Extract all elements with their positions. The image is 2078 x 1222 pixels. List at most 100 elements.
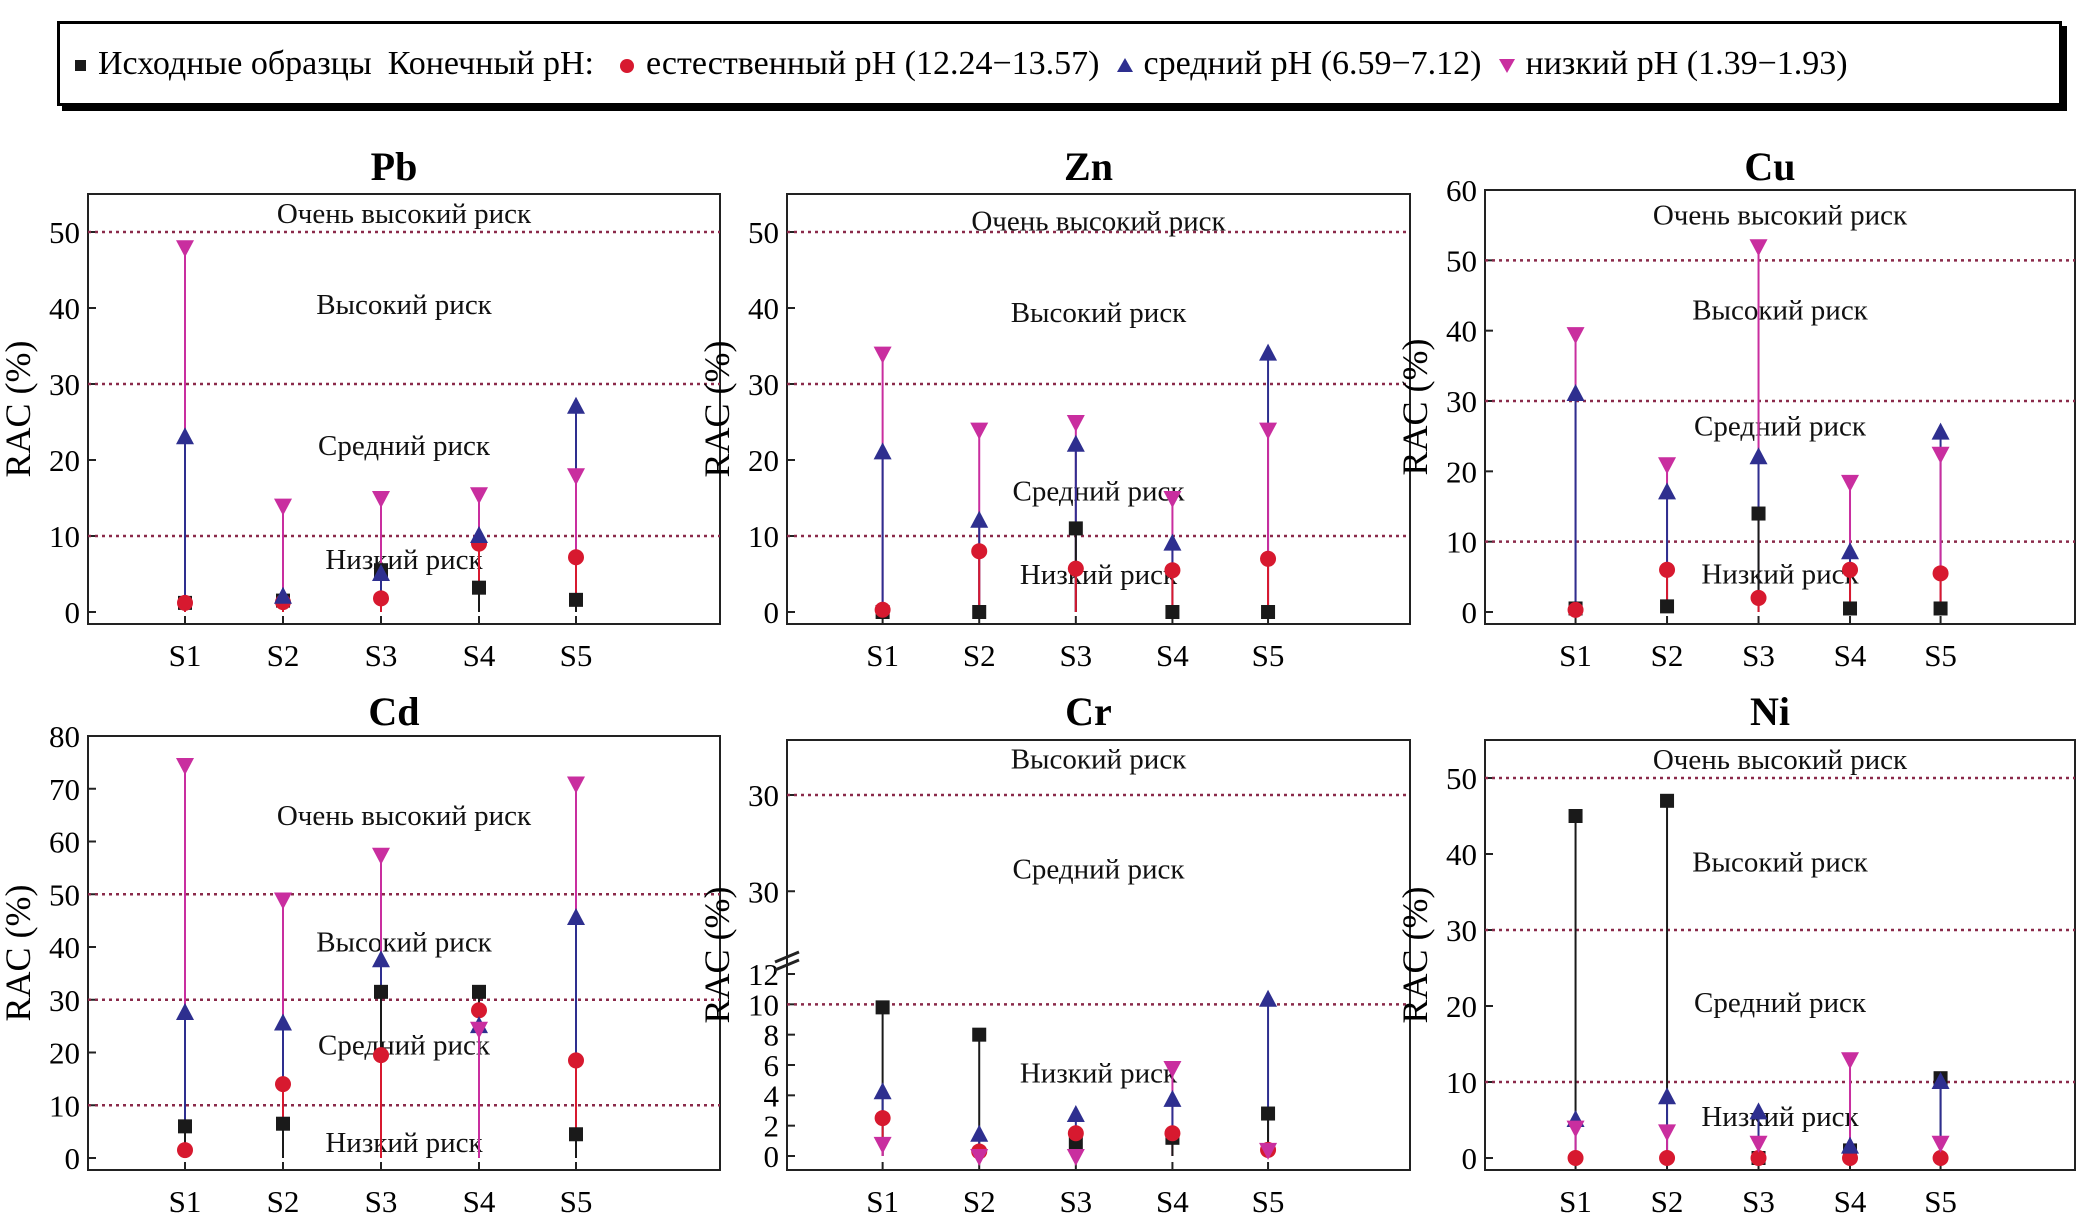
data-point-initial: [374, 984, 388, 999]
y-tick-label: 30: [748, 367, 779, 402]
data-point-low: [1658, 457, 1677, 475]
data-point-low: [1931, 446, 1950, 464]
y-tick-label: 50: [49, 215, 80, 250]
y-tick-label: 50: [1446, 243, 1477, 278]
y-tick-label: 30: [748, 874, 779, 909]
data-point-medium: [1163, 1089, 1182, 1107]
data-point-low: [176, 240, 194, 258]
x-tick-label: S4: [1834, 1184, 1867, 1219]
data-point-natural: [373, 1047, 389, 1064]
data-point-natural: [177, 1142, 193, 1159]
data-point-initial: [1261, 1106, 1276, 1121]
legend-label-medium: средний pH (6.59−7.12): [1143, 44, 1482, 82]
data-point-natural: [1164, 562, 1181, 579]
y-axis-label: RAC (%): [1395, 339, 1435, 476]
plot-frame: [786, 193, 1411, 625]
data-point-natural: [1567, 1150, 1584, 1166]
data-point-natural: [1750, 1150, 1767, 1166]
data-point-initial: [1660, 793, 1675, 808]
data-point-medium: [1259, 343, 1278, 361]
data-point-medium: [1566, 383, 1585, 401]
x-tick-label: S2: [1651, 1184, 1684, 1219]
data-point-medium: [1841, 1136, 1860, 1154]
data-point-medium: [873, 442, 892, 460]
panel-title: Cr: [1065, 689, 1112, 734]
x-tick-label: S4: [463, 638, 496, 673]
x-tick-label: S4: [463, 1184, 496, 1219]
panel-cu: Cu RAC (%) 0 10 20 30 40 50 60 S1 S2 S3 S4 S5 Очень вы…: [1395, 144, 2076, 673]
risk-zone-label: Низкий риск: [325, 1127, 483, 1159]
x-tick-label: S3: [1059, 1184, 1092, 1219]
data-point-natural: [568, 549, 584, 566]
data-point-natural: [1842, 1150, 1859, 1166]
plot-frame: [87, 193, 721, 625]
panel-zn: Zn RAC (%) 0 10 20 30 40 50 S1 S2 S3 S4 S5 Очень высо…: [697, 144, 1411, 673]
data-point-initial: [1068, 521, 1083, 536]
data-point-low: [1749, 1135, 1768, 1153]
data-point-initial: [472, 984, 486, 999]
data-point-natural: [1659, 561, 1676, 578]
data-point-medium: [1931, 422, 1950, 440]
data-point-low: [567, 468, 585, 486]
data-point-initial: [472, 580, 486, 595]
y-tick-label: 40: [1446, 837, 1477, 872]
data-point-initial: [972, 1027, 987, 1042]
y-tick-label: 0: [764, 1139, 780, 1174]
x-tick-label: S2: [267, 1184, 300, 1219]
x-tick-label: S4: [1834, 638, 1867, 673]
data-point-low: [1163, 491, 1182, 508]
y-tick-label: 30: [1446, 913, 1477, 948]
data-point-natural: [1567, 601, 1584, 618]
x-tick-label: S1: [1559, 1184, 1592, 1219]
data-point-low: [970, 1149, 989, 1166]
data-point-natural: [1750, 589, 1767, 606]
data-point-medium: [176, 1002, 194, 1020]
data-point-medium: [970, 1124, 989, 1142]
data-point-natural: [373, 590, 389, 607]
data-point-low: [372, 491, 390, 508]
y-tick-label: 20: [49, 443, 80, 478]
data-point-natural: [275, 1076, 291, 1093]
y-tick-label: 30: [748, 778, 779, 813]
data-point-medium: [1841, 542, 1860, 560]
risk-zone-label: Низкий риск: [1701, 558, 1859, 590]
data-point-medium: [1931, 1072, 1950, 1089]
y-tick-label: 10: [49, 519, 80, 554]
risk-zone-label: Очень высокий риск: [1653, 200, 1908, 232]
y-tick-label: 40: [49, 930, 80, 965]
risk-zone-label: Высокий риск: [316, 927, 492, 959]
data-point-initial: [875, 1000, 890, 1015]
x-tick-label: S3: [365, 1184, 398, 1219]
data-point-low: [470, 487, 488, 505]
x-tick-label: S2: [267, 638, 300, 673]
legend: Исходные образцы Конечный pH: естественн…: [57, 21, 2062, 106]
y-axis-label: RAC (%): [0, 341, 38, 478]
x-tick-label: S4: [1156, 638, 1189, 673]
panel-title: Cd: [368, 689, 419, 734]
y-tick-label: 8: [764, 1018, 780, 1053]
data-point-natural: [1932, 1150, 1949, 1166]
data-point-initial: [178, 1119, 192, 1134]
data-point-medium: [873, 1082, 892, 1100]
x-tick-label: S1: [169, 1184, 202, 1219]
axis-break-mark: [774, 950, 800, 964]
risk-zone-label: Высокий риск: [316, 289, 492, 321]
plot-frame: [1484, 189, 2076, 625]
data-point-natural: [874, 1110, 891, 1127]
data-point-medium: [372, 950, 390, 968]
risk-zone-label: Высокий риск: [1692, 847, 1868, 879]
data-point-low: [372, 847, 390, 865]
risk-zone-label: Низкий риск: [325, 544, 483, 576]
data-point-initial: [1843, 601, 1858, 616]
data-point-low: [1163, 1061, 1182, 1079]
triangle-up-marker-icon: [1116, 57, 1133, 72]
y-tick-label: 0: [1462, 1141, 1478, 1176]
risk-zone-label: Очень высокий риск: [277, 800, 532, 832]
data-point-low: [1066, 415, 1085, 432]
y-tick-label: 10: [748, 519, 779, 554]
data-point-low: [1259, 422, 1278, 440]
y-tick-label: 20: [748, 443, 779, 478]
y-tick-label: 2: [764, 1109, 780, 1144]
y-tick-label: 50: [748, 215, 779, 250]
